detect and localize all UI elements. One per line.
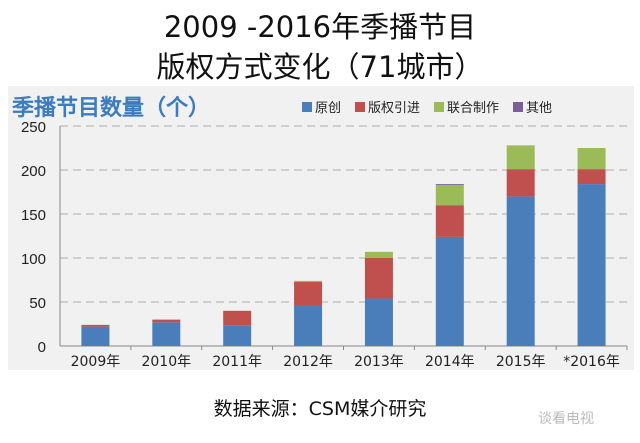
bar-segment	[152, 319, 181, 323]
y-tick-label: 200	[21, 163, 46, 180]
legend-item: 其他	[513, 97, 552, 116]
x-tick-label: 2011年	[212, 354, 262, 370]
bar-segment	[577, 184, 606, 346]
legend-label: 版权引进	[368, 101, 421, 116]
y-tick-label: 150	[21, 207, 46, 224]
legend-item: 原创	[302, 97, 341, 116]
bar-segment	[435, 184, 464, 185]
bar-segment	[364, 258, 393, 299]
y-tick-label: 100	[21, 251, 46, 268]
source-note: 数据来源：CSM媒介研究	[213, 398, 427, 420]
x-tick-label: 2010年	[141, 354, 191, 370]
bar-segment	[435, 184, 464, 206]
bar-segment	[294, 281, 323, 306]
legend-swatch	[513, 101, 524, 112]
y-tick-label: 50	[29, 295, 46, 312]
legend-item: 联合制作	[434, 97, 499, 116]
bar-segment	[506, 169, 535, 197]
bar-segment	[223, 325, 252, 346]
bar-segment	[294, 280, 323, 282]
y-tick-label: 0	[38, 339, 46, 356]
legend-swatch	[434, 101, 445, 112]
legend: 原创 版权引进 联合制作 其他	[302, 97, 552, 116]
bar-segment	[506, 196, 535, 346]
legend-label: 联合制作	[447, 101, 500, 116]
watermark: 谈看电视	[538, 411, 594, 427]
bar-segment	[81, 324, 110, 327]
bar-segment	[152, 322, 181, 346]
legend-label: 其他	[526, 101, 553, 116]
title-line-1: 2009 -2016年季播节目	[163, 10, 477, 44]
bar-segment	[435, 236, 464, 346]
legend-swatch	[355, 101, 366, 112]
bar-segment	[294, 305, 323, 346]
legend-swatch	[302, 101, 312, 112]
x-tick-label: 2013年	[354, 354, 404, 370]
bar-segment	[506, 145, 535, 170]
bar-segment	[223, 310, 252, 326]
bar-segment	[364, 251, 393, 258]
x-tick-label: 2014年	[425, 354, 475, 370]
legend-label: 原创	[315, 101, 342, 116]
x-tick-label: 2009年	[71, 354, 121, 370]
title-line-2: 版权方式变化（71城市）	[156, 50, 484, 84]
bar-segment	[577, 148, 606, 170]
bar-segment	[435, 205, 464, 237]
bar-segment	[577, 169, 606, 185]
x-tick-label: 2012年	[283, 354, 333, 370]
chart-title: 季播节目数量（个）	[12, 96, 211, 121]
y-tick-label: 250	[21, 119, 46, 136]
bar-segment	[364, 298, 393, 346]
legend-item: 版权引进	[355, 97, 420, 116]
x-tick-label: *2016年	[563, 354, 620, 370]
x-tick-label: 2015年	[496, 354, 546, 370]
bar-segment	[81, 326, 110, 346]
